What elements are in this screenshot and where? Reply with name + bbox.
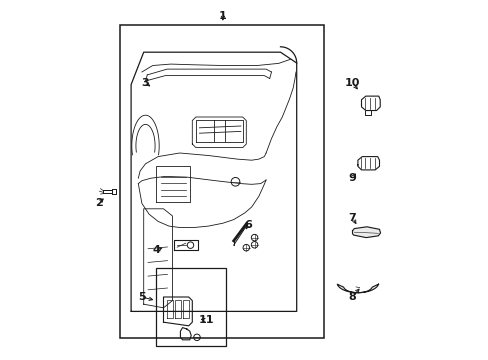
Text: 4: 4 [152, 245, 160, 255]
Text: 8: 8 [348, 292, 356, 302]
Text: 9: 9 [348, 173, 356, 183]
Text: 6: 6 [244, 220, 251, 230]
Polygon shape [352, 227, 380, 238]
Bar [120, 25, 323, 338]
Text: 10: 10 [344, 78, 360, 88]
Text: 11: 11 [199, 315, 214, 325]
Polygon shape [337, 284, 378, 293]
Bar [156, 268, 226, 346]
Text: 2: 2 [95, 198, 102, 208]
Text: 7: 7 [348, 213, 356, 223]
Text: 3: 3 [142, 78, 149, 88]
Text: 1: 1 [219, 11, 226, 21]
Text: 5: 5 [138, 292, 145, 302]
